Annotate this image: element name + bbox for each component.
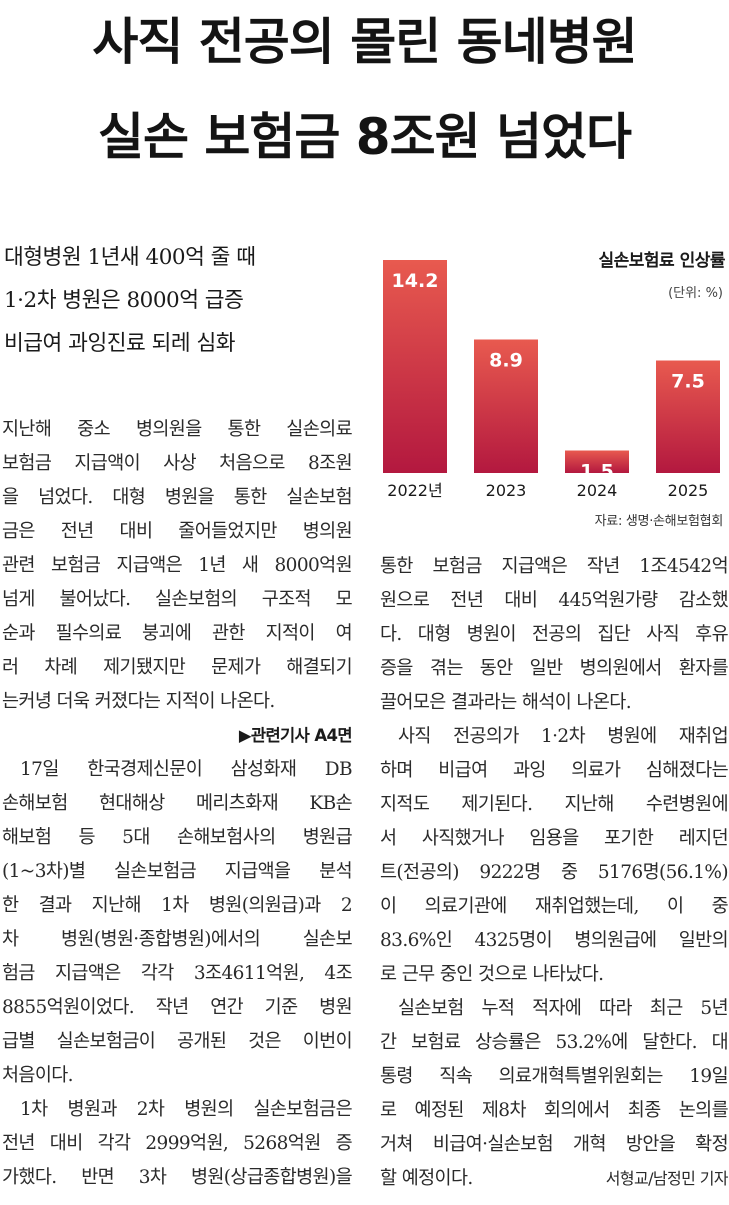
article-line: 통한 보험금 지급액은 작년 1조4542억 (380, 556, 728, 577)
article-line: 지난해 중소 병의원을 통한 실손의료 (2, 419, 352, 440)
bar-2 (565, 450, 629, 473)
article-line: 로 근무 중인 것으로 나타났다. (380, 964, 604, 985)
article-line: (1~3차)별 실손보험금 지급액을 분석 (2, 861, 352, 882)
article-line: 사직 전공의가 1·2차 병원에 재취업 (398, 726, 728, 747)
article-line: 지적도 제기된다. 지난해 수련병원에 (380, 794, 728, 815)
article-line: 서 사직했거나 임용을 포기한 레지던 (380, 828, 728, 849)
subheadline-line: 비급여 과잉진료 되레 심화 (4, 331, 236, 356)
article-line: 이 의료기관에 재취업했는데, 이 중 (380, 896, 728, 917)
article-line: 급별 실손보험금이 공개된 것은 이번이 (2, 1031, 352, 1052)
bar-value-label: 1.5 (580, 461, 614, 483)
article-line: 증을 겪는 동안 일반 병의원에서 환자를 (380, 658, 728, 679)
bar-3 (656, 360, 720, 473)
bar-1 (474, 339, 538, 473)
rate-increase-chart: 실손보험료 인상률 (단위: %) 14.2 2022년 8.9 2023 1.5 202… (380, 240, 729, 540)
article-line: 가했다. 반면 3차 병원(상급종합병원)을 (2, 1167, 352, 1188)
article-line: 할 예정이다. (380, 1168, 473, 1189)
chart-unit: (단위: %) (668, 286, 723, 301)
article-line: 8855억원이었다. 작년 연간 기준 병원 (2, 997, 352, 1018)
subheadline-line: 1·2차 병원은 8000억 급증 (4, 288, 244, 313)
article-line: 끌어모은 결과라는 해석이 나온다. (380, 692, 632, 713)
headline-line-2: 실손 보험금 8조원 넘었다 (97, 108, 632, 166)
bar-value-label: 8.9 (489, 350, 523, 372)
article-line: 는커녕 더욱 커졌다는 지적이 나온다. (2, 691, 275, 712)
byline: 서형교/남정민 기자 (605, 1169, 728, 1188)
article-line: 1차 병원과 2차 병원의 실손보험금은 (20, 1099, 352, 1120)
article-line: 전년 대비 각각 2999억원, 5268억원 증 (2, 1133, 352, 1154)
chart-title: 실손보험료 인상률 (598, 251, 725, 271)
article-line: 원으로 전년 대비 445억원가량 감소했 (380, 590, 728, 611)
chart-source: 자료: 생명·손해보험협회 (594, 514, 724, 529)
article-line: 보험금 지급액이 사상 처음으로 8조원 (2, 453, 352, 474)
headline-line-1: 사직 전공의 몰린 동네병원 (92, 13, 637, 71)
article-line: 차 병원(병원·종합병원)에서의 실손보 (2, 929, 352, 950)
article-line: 통령 직속 의료개혁특별위원회는 19일 (380, 1066, 728, 1087)
article-line: 83.6%인 4325명이 병의원급에 일반의 (380, 930, 728, 951)
article-line: 을 넘었다. 대형 병원을 통한 실손보험 (2, 487, 352, 508)
article-line: 러 차례 제기됐지만 문제가 해결되기 (2, 657, 352, 678)
category-label: 2022년 (387, 481, 442, 500)
category-label: 2024 (577, 481, 618, 500)
article-line: 17일 한국경제신문이 삼성화재 DB (20, 759, 352, 780)
article-line: 거쳐 비급여·실손보험 개혁 방안을 확정 (380, 1134, 728, 1155)
category-label: 2025 (668, 481, 709, 500)
article-line: 금은 전년 대비 줄어들었지만 병의원 (2, 521, 352, 542)
related-article-link[interactable]: ▶관련기사 A4면 (238, 726, 352, 745)
article-line: 간 보험료 상승률은 53.2%에 달한다. 대 (380, 1032, 728, 1053)
subheadline-line: 대형병원 1년새 400억 줄 때 (4, 245, 256, 270)
category-label: 2023 (486, 481, 527, 500)
article-line: 넘게 불어났다. 실손보험의 구조적 모 (2, 589, 352, 610)
article-line: 다. 대형 병원이 전공의 집단 사직 후유 (380, 624, 728, 645)
subheadline: 대형병원 1년새 400억 줄 때 1·2차 병원은 8000억 급증 비급여 … (4, 236, 334, 365)
article-line: 한 결과 지난해 1차 병원(의원급)과 2 (2, 895, 352, 916)
article-line: 실손보험 누적 적자에 따라 최근 5년 (398, 998, 728, 1019)
article-line: 트(전공의) 9222명 중 5176명(56.1%) (380, 862, 728, 883)
bar-value-label: 14.2 (392, 270, 439, 292)
article-line: 손해보험 현대해상 메리츠화재 KB손 (2, 793, 352, 814)
article-line: 험금 지급액은 각각 3조4611억원, 4조 (2, 963, 352, 984)
article-line: 해보험 등 5대 손해보험사의 병원급 (2, 827, 352, 848)
article-line: 관련 보험금 지급액은 1년 새 8000억원 (2, 555, 352, 576)
bar-value-label: 7.5 (671, 371, 705, 393)
article-line: 로 예정된 제8차 회의에서 최종 논의를 (380, 1100, 728, 1121)
article-final-line: 할 예정이다. 서형교/남정민 기자 (380, 1162, 728, 1196)
article-line: 처음이다. (2, 1065, 74, 1086)
bar-0 (383, 260, 447, 473)
article-line: 순과 필수의료 붕괴에 관한 지적이 여 (2, 623, 352, 644)
article-line: 하며 비급여 과잉 의료가 심해졌다는 (380, 760, 728, 781)
